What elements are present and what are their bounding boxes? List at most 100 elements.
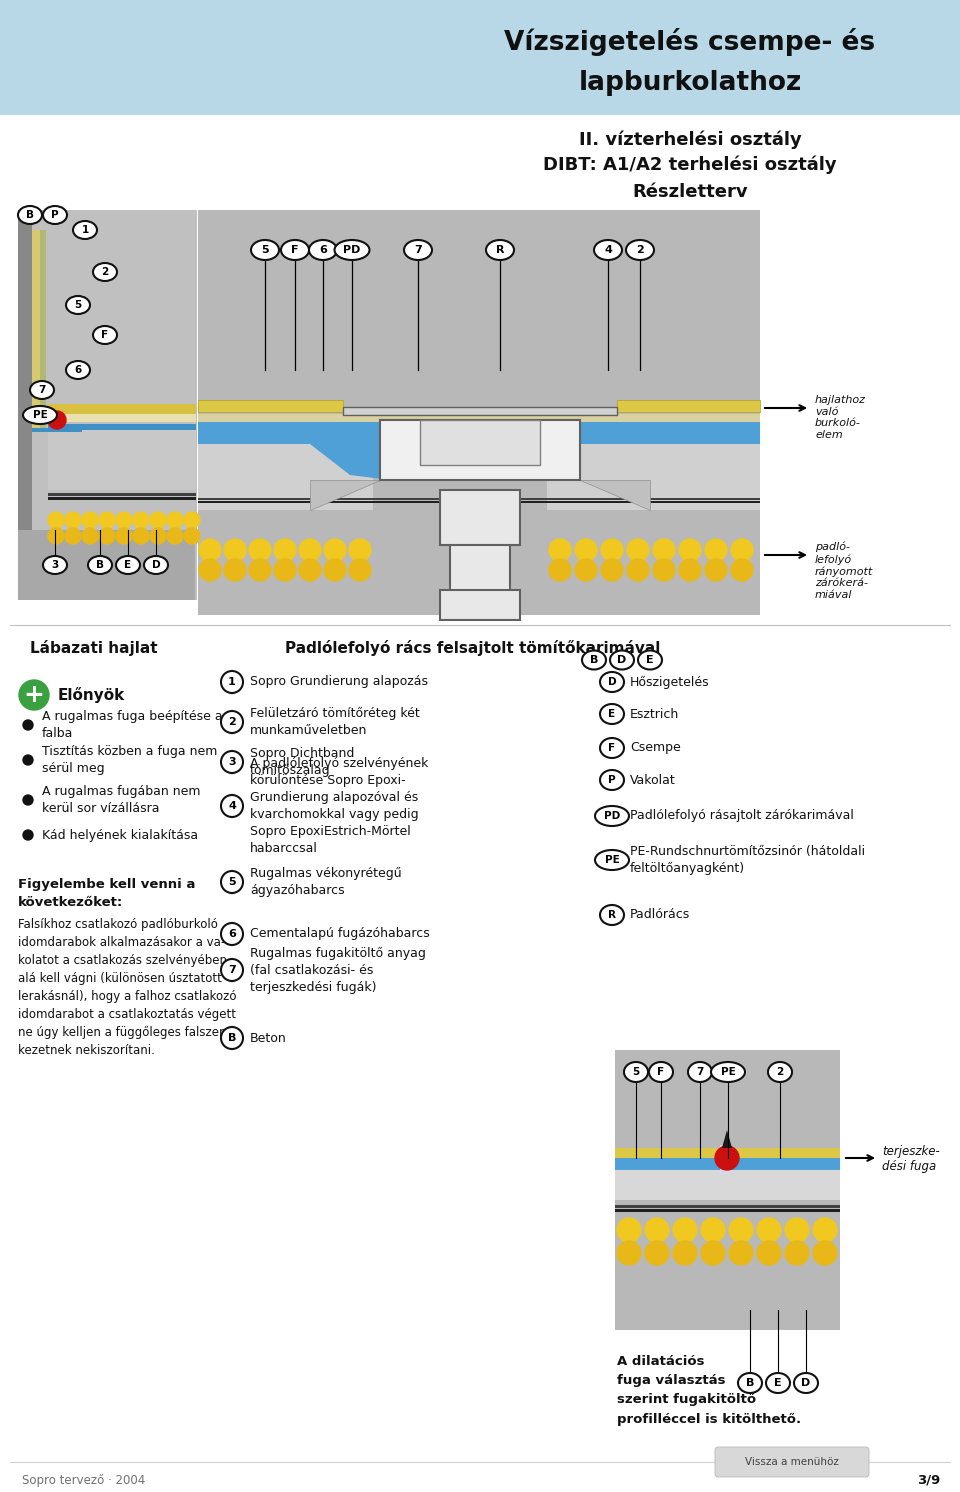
Text: 6: 6 <box>319 245 327 255</box>
Circle shape <box>785 1241 809 1265</box>
Circle shape <box>601 560 623 580</box>
FancyBboxPatch shape <box>48 497 196 500</box>
FancyBboxPatch shape <box>48 430 196 489</box>
FancyBboxPatch shape <box>198 501 760 503</box>
Text: PE: PE <box>33 410 47 421</box>
Circle shape <box>133 512 149 528</box>
FancyBboxPatch shape <box>198 416 760 430</box>
Circle shape <box>575 539 597 561</box>
Ellipse shape <box>73 221 97 239</box>
Ellipse shape <box>43 206 67 224</box>
Ellipse shape <box>600 704 624 724</box>
FancyBboxPatch shape <box>32 230 40 430</box>
Text: P: P <box>609 774 615 785</box>
FancyBboxPatch shape <box>615 1158 840 1170</box>
Ellipse shape <box>766 1373 790 1394</box>
Text: A rugalmas fuga beépítése a
falba: A rugalmas fuga beépítése a falba <box>42 710 223 740</box>
Circle shape <box>82 512 98 528</box>
Text: Rugalmas vékonyrétegű
ágyazóhabarcs: Rugalmas vékonyrétegű ágyazóhabarcs <box>250 867 401 897</box>
Circle shape <box>679 539 701 561</box>
Text: Padlórács: Padlórács <box>630 909 690 922</box>
Circle shape <box>221 959 243 982</box>
Text: 7: 7 <box>414 245 421 255</box>
Ellipse shape <box>404 240 432 260</box>
Ellipse shape <box>66 361 90 379</box>
Circle shape <box>99 512 115 528</box>
Text: terjeszke-
dési fuga: terjeszke- dési fuga <box>882 1144 940 1173</box>
Circle shape <box>757 1217 781 1241</box>
Text: 7: 7 <box>696 1067 704 1077</box>
Circle shape <box>349 560 371 580</box>
FancyBboxPatch shape <box>420 421 540 466</box>
Circle shape <box>224 539 246 561</box>
Ellipse shape <box>251 240 279 260</box>
Text: B: B <box>96 560 104 570</box>
Circle shape <box>673 1241 697 1265</box>
Circle shape <box>653 539 675 561</box>
Text: Felületzáró tömítőréteg két
munkaműveletben: Felületzáró tömítőréteg két munkaművelet… <box>250 707 420 737</box>
Circle shape <box>324 560 346 580</box>
Ellipse shape <box>794 1373 818 1394</box>
Ellipse shape <box>43 557 67 574</box>
Circle shape <box>65 512 81 528</box>
Circle shape <box>221 1026 243 1049</box>
FancyBboxPatch shape <box>18 210 32 600</box>
FancyBboxPatch shape <box>617 400 760 412</box>
FancyBboxPatch shape <box>440 589 520 621</box>
Text: F: F <box>658 1067 664 1077</box>
Text: Beton: Beton <box>250 1031 287 1044</box>
Ellipse shape <box>281 240 309 260</box>
Ellipse shape <box>600 671 624 692</box>
Text: 5: 5 <box>228 877 236 888</box>
FancyBboxPatch shape <box>198 430 373 510</box>
Circle shape <box>221 671 243 692</box>
Circle shape <box>23 795 33 806</box>
Text: 4: 4 <box>228 801 236 812</box>
Circle shape <box>23 721 33 730</box>
Circle shape <box>48 528 64 545</box>
Text: D: D <box>802 1379 810 1388</box>
Text: Padlólefolyó rásajtolt zárókarimával: Padlólefolyó rásajtolt zárókarimával <box>630 810 853 822</box>
Circle shape <box>221 795 243 818</box>
Circle shape <box>645 1241 669 1265</box>
Text: 7: 7 <box>38 385 46 395</box>
Text: 2: 2 <box>102 267 108 278</box>
Text: A rugalmas fugában nem
kerül sor vízállásra: A rugalmas fugában nem kerül sor vízállá… <box>42 785 201 815</box>
Text: F: F <box>291 245 299 255</box>
Circle shape <box>731 539 753 561</box>
Text: Sopro Dichtband
tömítőszalag: Sopro Dichtband tömítőszalag <box>250 747 354 777</box>
Circle shape <box>23 830 33 840</box>
Text: Tisztítás közben a fuga nem
sérül meg: Tisztítás közben a fuga nem sérül meg <box>42 745 217 774</box>
Circle shape <box>701 1241 725 1265</box>
Circle shape <box>601 539 623 561</box>
Circle shape <box>617 1217 641 1241</box>
Circle shape <box>679 560 701 580</box>
Text: E: E <box>125 560 132 570</box>
Text: Vissza a menühöz: Vissza a menühöz <box>745 1458 839 1467</box>
Text: Vízszigetelés csempe- és: Vízszigetelés csempe- és <box>504 28 876 57</box>
FancyBboxPatch shape <box>0 0 960 115</box>
FancyBboxPatch shape <box>40 230 46 430</box>
Text: 6: 6 <box>74 366 82 374</box>
Text: 5: 5 <box>74 300 82 310</box>
Text: R: R <box>495 245 504 255</box>
FancyBboxPatch shape <box>615 1050 840 1329</box>
Circle shape <box>575 560 597 580</box>
Text: Padlólefolyó rács felsajtolt tömítőkarimával: Padlólefolyó rács felsajtolt tömítőkarim… <box>285 640 660 656</box>
Circle shape <box>249 560 271 580</box>
FancyBboxPatch shape <box>198 498 760 500</box>
Circle shape <box>617 1241 641 1265</box>
Text: Lábazati hajlat: Lábazati hajlat <box>30 640 157 656</box>
Ellipse shape <box>649 1062 673 1082</box>
Polygon shape <box>722 1129 732 1147</box>
Circle shape <box>167 512 183 528</box>
FancyBboxPatch shape <box>32 428 82 433</box>
Circle shape <box>116 512 132 528</box>
Ellipse shape <box>738 1373 762 1394</box>
Ellipse shape <box>600 739 624 758</box>
Circle shape <box>221 871 243 894</box>
Circle shape <box>184 528 200 545</box>
Circle shape <box>199 560 221 580</box>
Ellipse shape <box>93 263 117 280</box>
Circle shape <box>82 528 98 545</box>
